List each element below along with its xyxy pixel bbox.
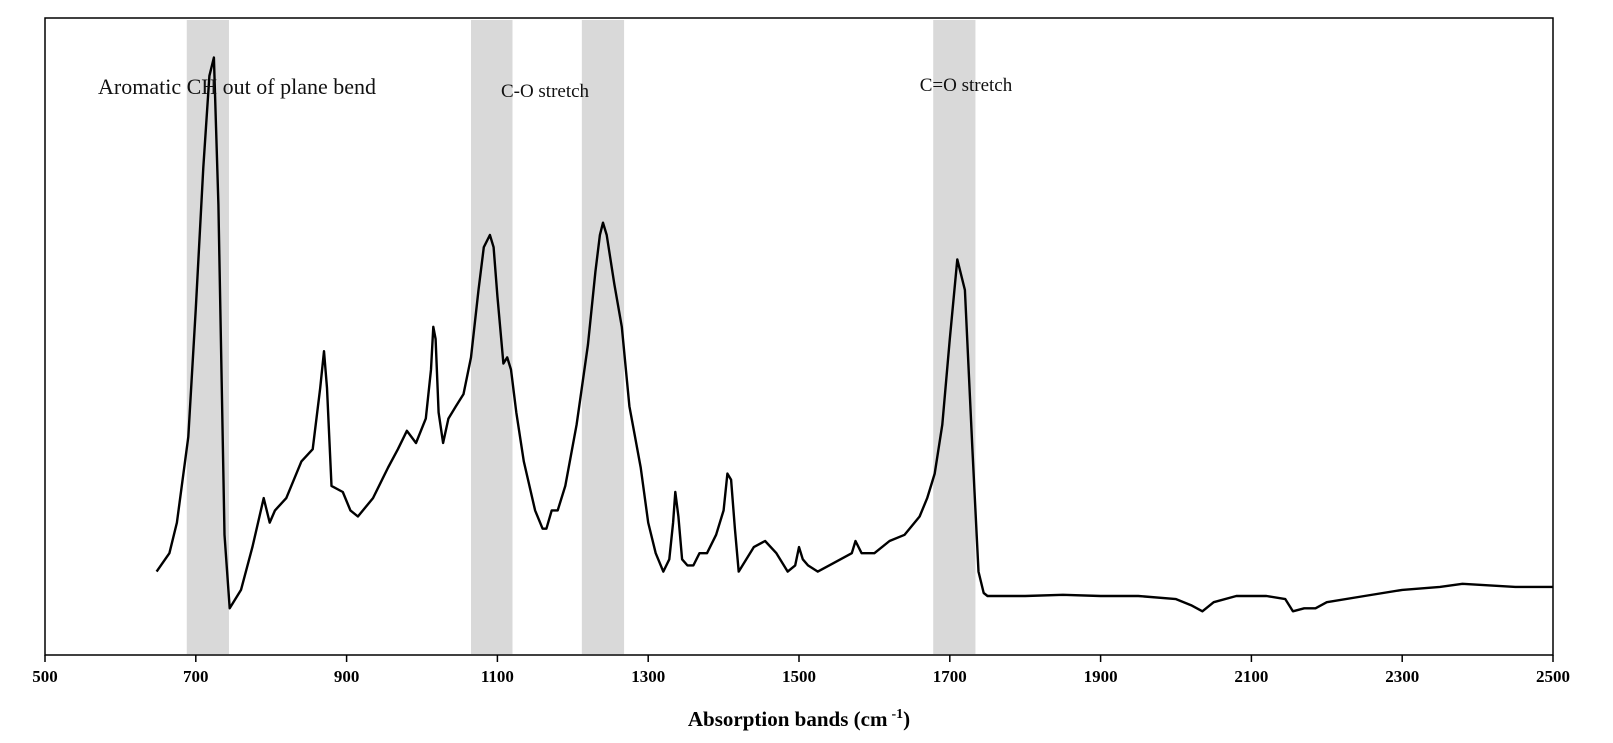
band-annotation-1: Aromatic CH out of plane bend	[98, 74, 376, 99]
x-tick-label: 500	[32, 667, 58, 686]
highlight-band-4	[933, 20, 976, 654]
x-axis-title-superscript: -1	[891, 707, 903, 722]
x-tick-label: 900	[334, 667, 360, 686]
x-tick-label: 2500	[1536, 667, 1570, 686]
x-axis-ticks: 500 700 900 1100 1300 1500 1700 1900 2100 2300 250…	[32, 655, 1570, 686]
band-annotations: Aromatic CH out of plane bend C-O stretch…	[98, 74, 1013, 102]
x-axis-title-text: Absorption bands (cm	[688, 707, 888, 731]
plot-frame	[44, 17, 1554, 656]
highlight-bands	[186, 20, 976, 654]
x-tick-label: 1100	[481, 667, 514, 686]
x-axis-title: Absorption bands (cm -1)	[688, 707, 910, 731]
x-axis-title-close: )	[903, 707, 910, 731]
band-annotation-4: C=O stretch	[920, 75, 1013, 96]
x-tick-label: 2300	[1385, 667, 1419, 686]
x-tick-label: 1700	[933, 667, 967, 686]
highlight-band-2	[471, 20, 513, 654]
x-tick-label: 1300	[631, 667, 665, 686]
band-annotation-2: C-O stretch	[501, 81, 590, 102]
x-tick-label: 1500	[782, 667, 816, 686]
x-tick-label: 2100	[1234, 667, 1268, 686]
x-tick-label: 1900	[1084, 667, 1118, 686]
x-tick-label: 700	[183, 667, 209, 686]
spectrum-line	[155, 56, 1553, 613]
